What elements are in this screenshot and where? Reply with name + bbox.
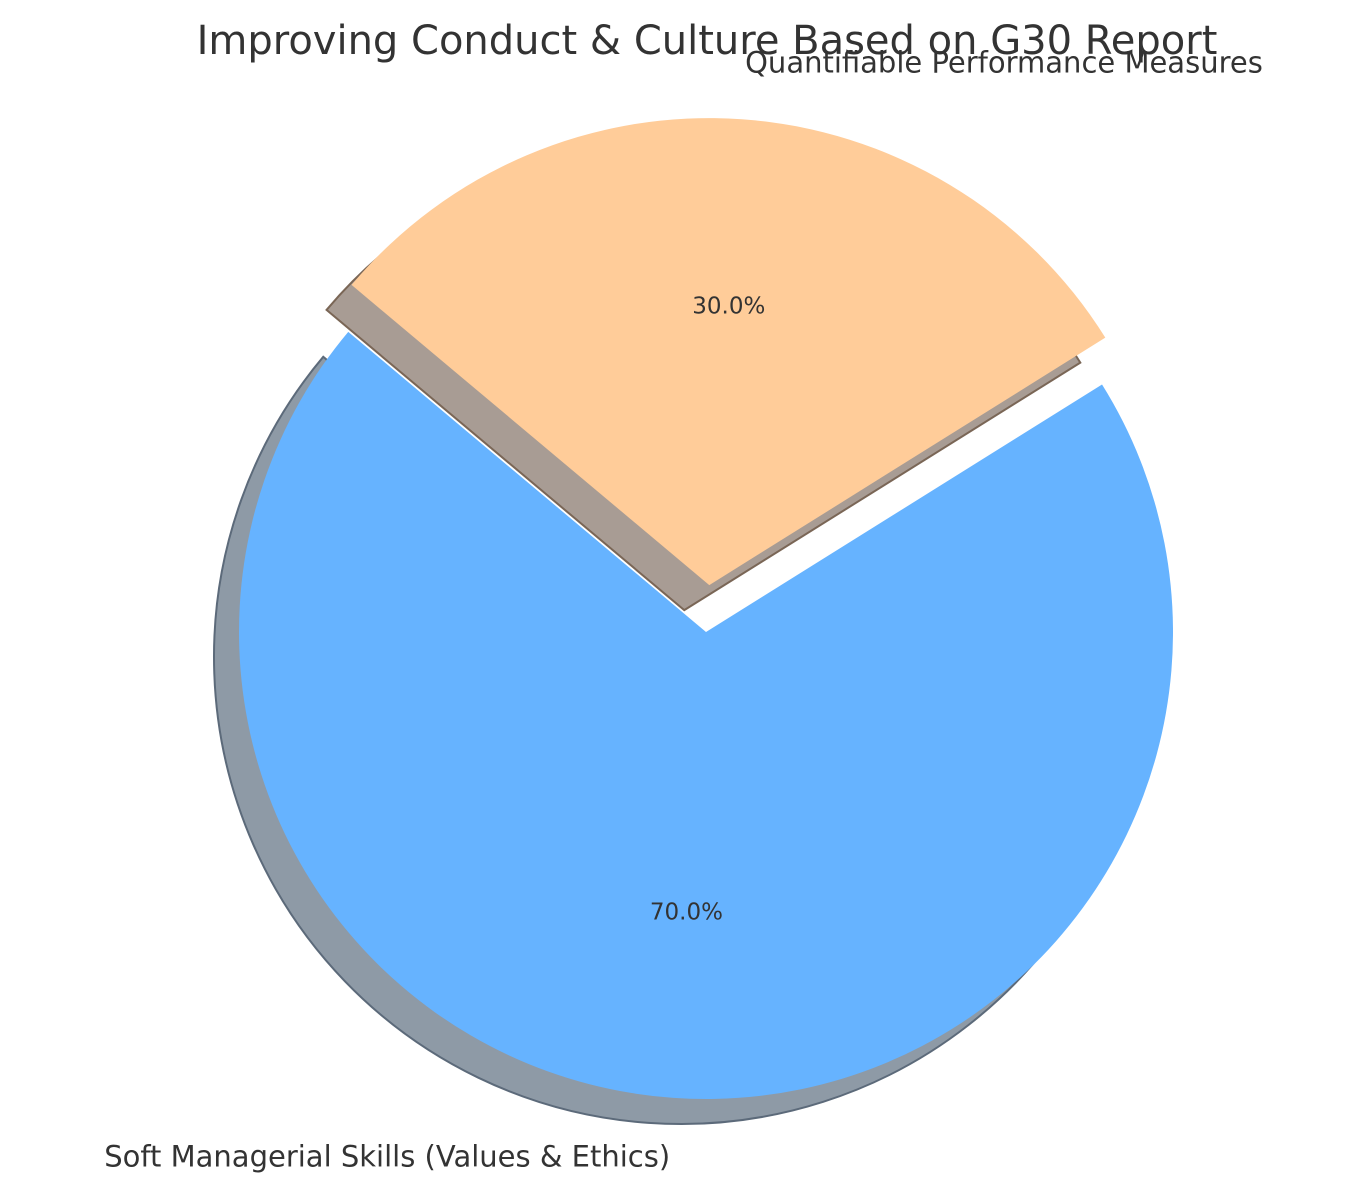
chart-title: Improving Conduct & Culture Based on G30… [197,18,1218,64]
slice-quantifiable-performance-measures [351,118,1106,586]
percent-label-quantifiable-performance-measures: 30.0% [692,294,765,320]
percent-label-soft-managerial-skills-values-ethics: 70.0% [650,900,723,926]
category-label-quantifiable-performance-measures: Quantifiable Performance Measures [745,46,1263,80]
slice-soft-managerial-skills-values-ethics [238,331,1173,1099]
pie-labels: 70.0% Soft Managerial Skills (Values & Et… [104,46,1263,1174]
pie-slices [238,118,1173,1099]
category-label-soft-managerial-skills-values-ethics: Soft Managerial Skills (Values & Ethics) [104,1139,670,1173]
